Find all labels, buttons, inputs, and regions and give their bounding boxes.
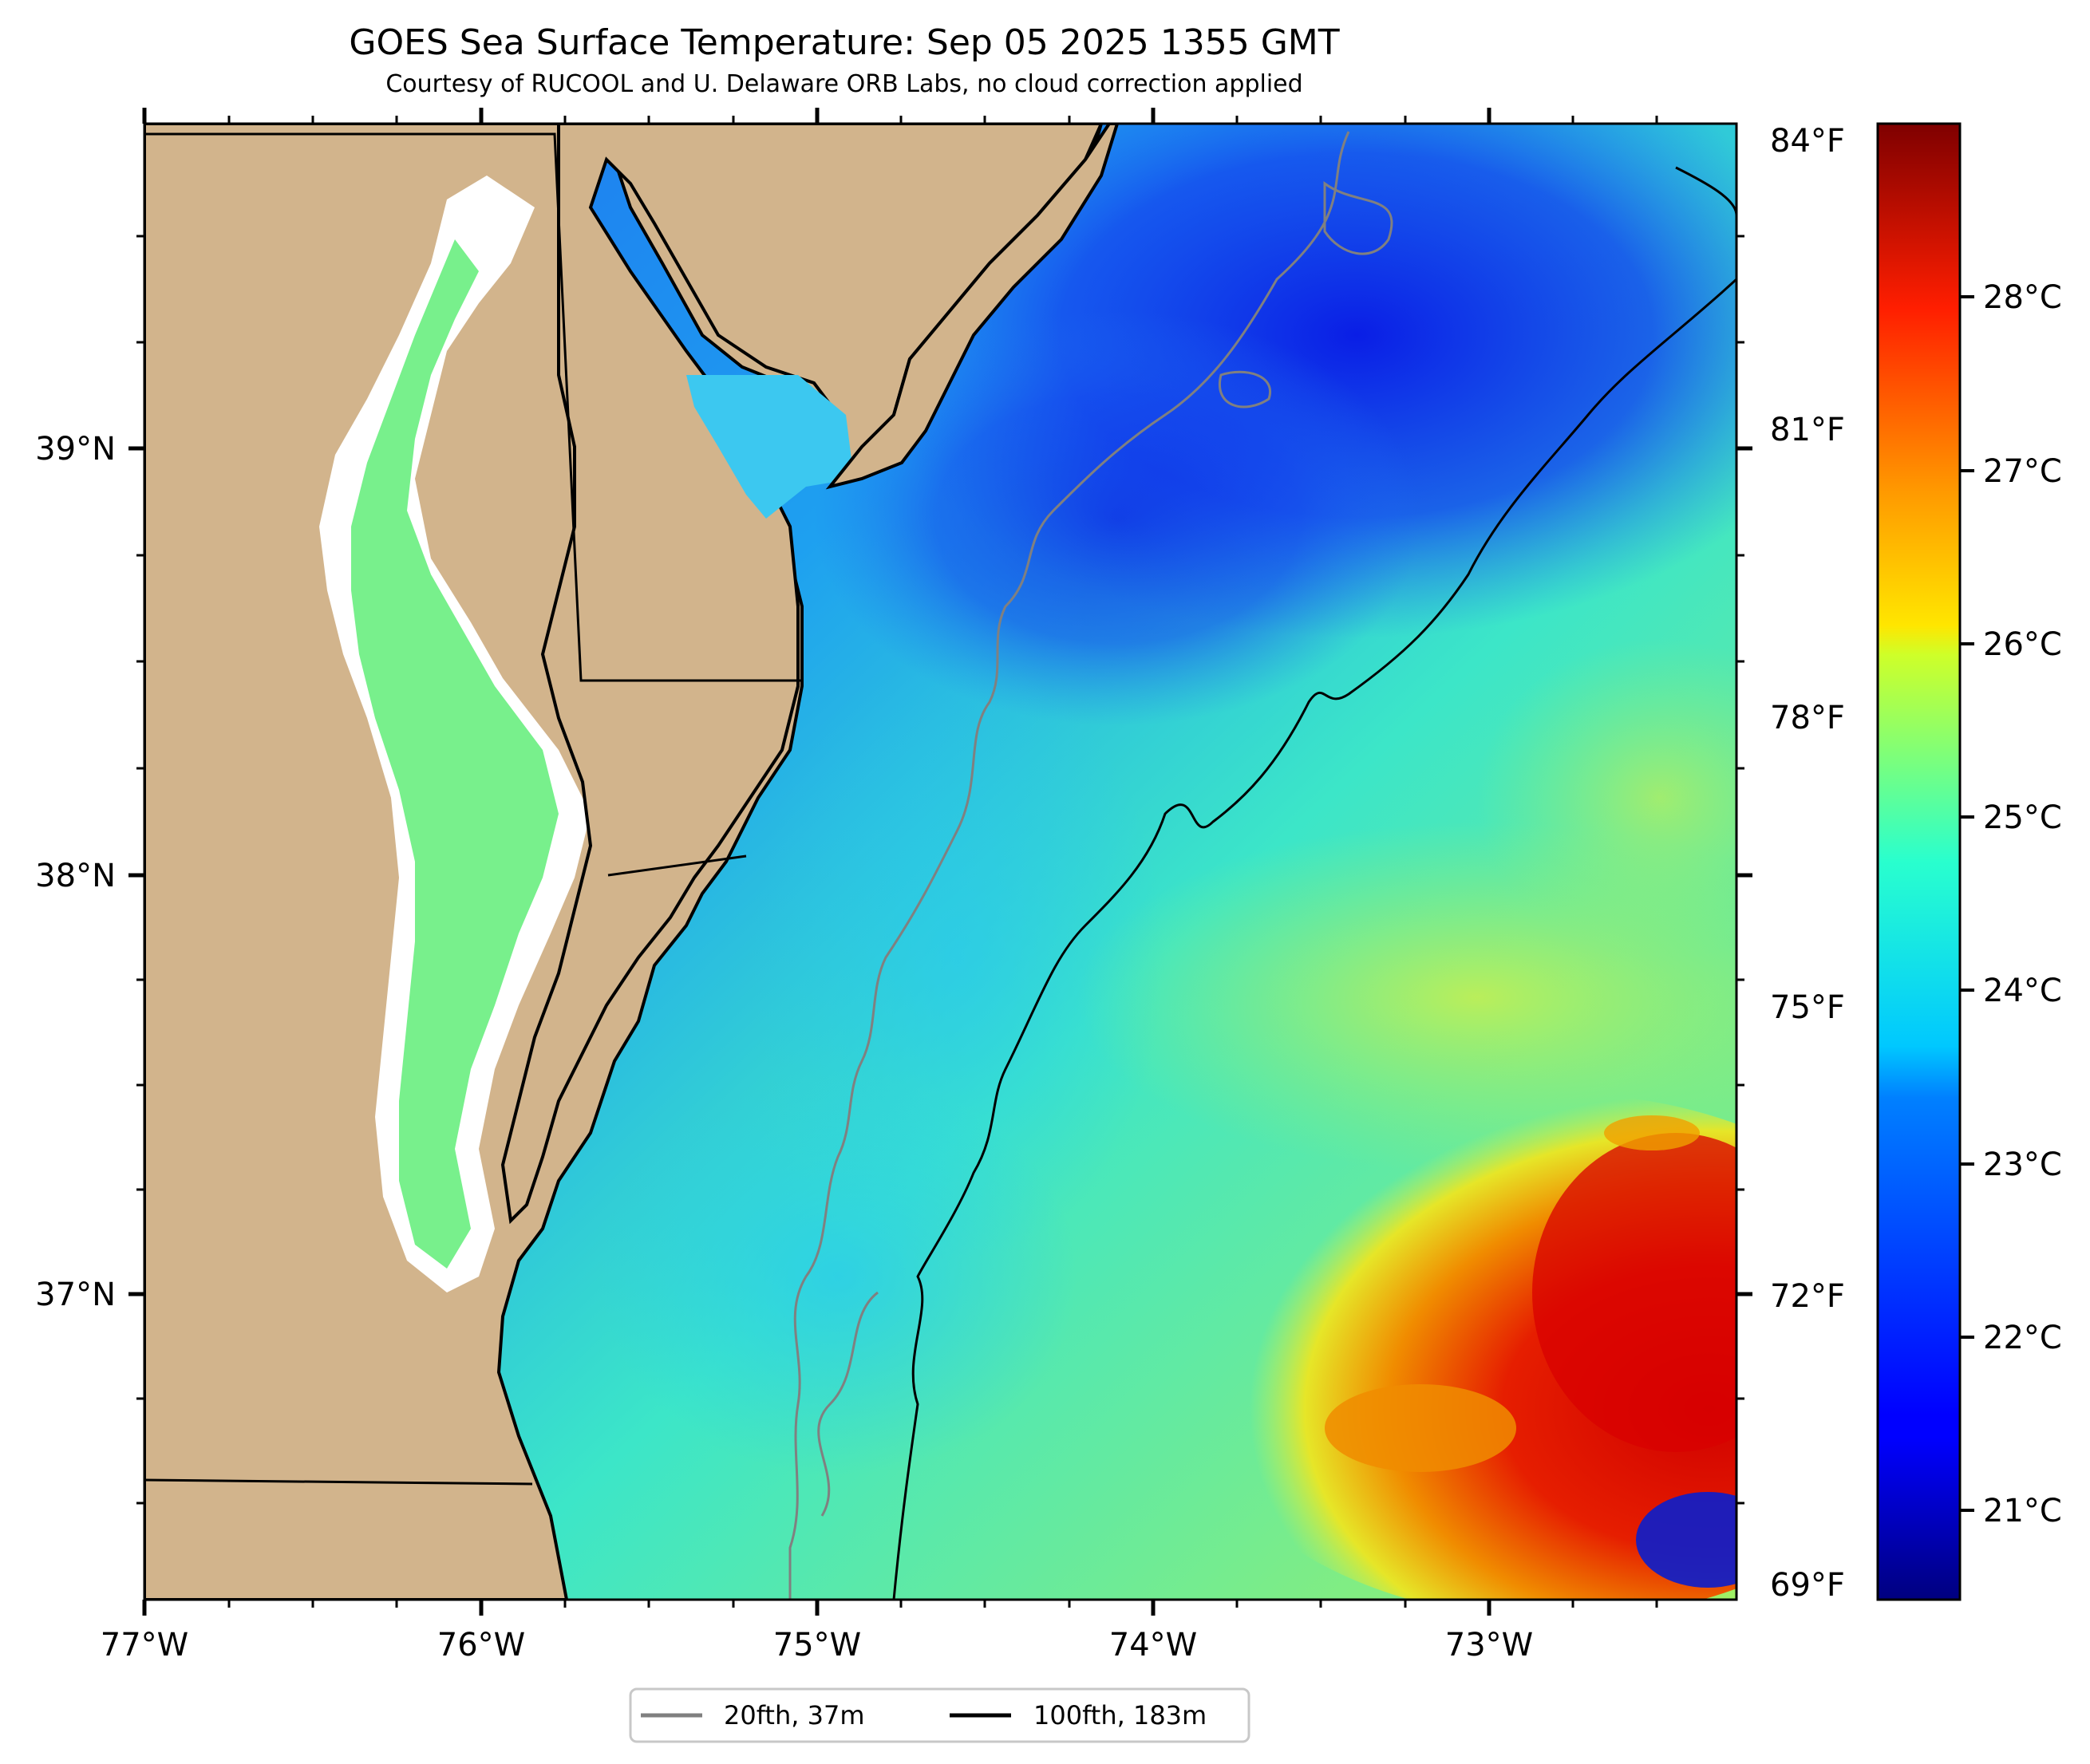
tick-marks xyxy=(128,108,1752,1616)
map-frame xyxy=(143,122,1738,1601)
fahrenheit-tick-label: 78°F xyxy=(1770,700,1845,736)
colorbar xyxy=(1876,122,1962,1601)
map-subtitle: Courtesy of RUCOOL and U. Delaware ORB L… xyxy=(385,70,1302,98)
x-tick-label: 74°W xyxy=(1109,1627,1197,1663)
fahrenheit-tick-label: 69°F xyxy=(1770,1567,1845,1604)
legend: 20fth, 37m 100fth, 183m xyxy=(629,1687,1250,1743)
fahrenheit-tick-label: 84°F xyxy=(1770,123,1845,160)
colorbar-tick-label: 28°C xyxy=(1983,279,2062,316)
fahrenheit-tick-label: 81°F xyxy=(1770,412,1845,448)
map-title: GOES Sea Surface Temperature: Sep 05 202… xyxy=(349,22,1339,63)
colorbar-tick-label: 22°C xyxy=(1983,1320,2062,1356)
colorbar-tick-label: 23°C xyxy=(1983,1146,2062,1183)
fahrenheit-tick-label: 72°F xyxy=(1770,1278,1845,1315)
x-tick-label: 73°W xyxy=(1445,1627,1533,1663)
x-tick-label: 76°W xyxy=(437,1627,525,1663)
colorbar-tick-label: 21°C xyxy=(1983,1493,2062,1529)
colorbar-tick-label: 27°C xyxy=(1983,453,2062,490)
state-boundary xyxy=(144,132,802,682)
x-tick-label: 75°W xyxy=(773,1627,861,1663)
isobath-20fth xyxy=(788,131,1350,1600)
chesapeake-bay-inner xyxy=(351,239,559,1269)
fahrenheit-tick-label: 75°F xyxy=(1770,989,1845,1026)
legend-label-100fth: 100fth, 183m xyxy=(1033,1700,1207,1730)
colorbar-ticks xyxy=(1960,295,1974,1512)
colorbar-tick-label: 26°C xyxy=(1983,626,2062,663)
legend-label-20fth: 20fth, 37m xyxy=(724,1700,864,1730)
colorbar-tick-label: 24°C xyxy=(1983,973,2062,1009)
colorbar-tick-label: 25°C xyxy=(1983,799,2062,836)
cold-pocket-southeast xyxy=(1636,1492,1736,1588)
y-tick-label: 38°N xyxy=(35,858,116,894)
isobath-100fth xyxy=(892,278,1736,1600)
x-tick-label: 77°W xyxy=(101,1627,188,1663)
y-tick-label: 37°N xyxy=(35,1277,116,1313)
map-panel xyxy=(144,124,1736,1600)
y-tick-label: 39°N xyxy=(35,431,116,468)
